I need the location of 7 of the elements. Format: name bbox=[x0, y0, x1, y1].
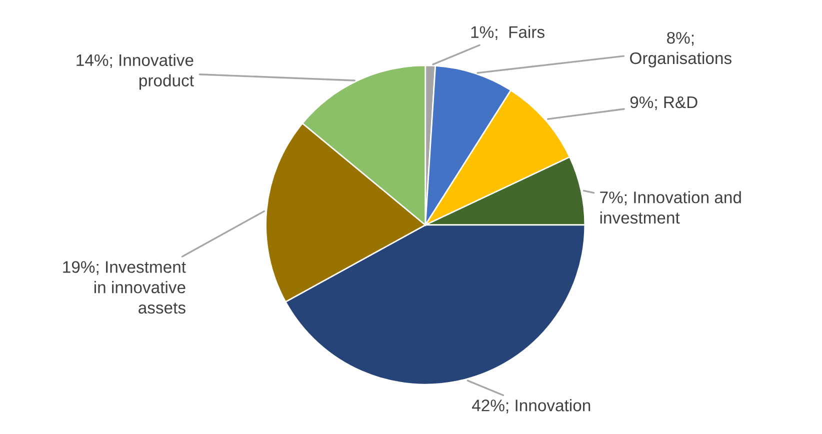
slice-label: 19%; Investment in innovative assets bbox=[63, 261, 186, 314]
slice-label: 14%; Innovative product bbox=[76, 54, 194, 90]
slice-label: 1%; Fairs bbox=[471, 26, 544, 40]
slice-label: 42%; Innovation bbox=[472, 399, 590, 414]
slice-label: 8%; Organisations bbox=[630, 32, 732, 68]
slice-label: 9%; R&D bbox=[630, 96, 698, 110]
slice-label: 7%; Innovation and investment bbox=[600, 191, 741, 224]
